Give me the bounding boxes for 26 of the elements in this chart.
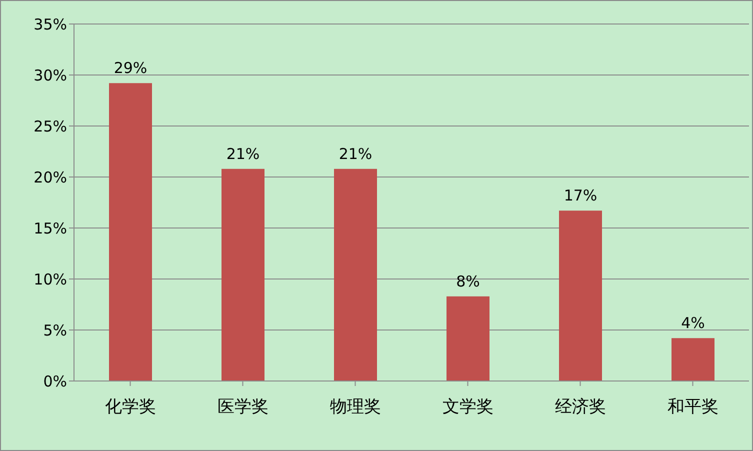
y-tick-label: 25% [34,117,67,136]
y-tick-label: 30% [34,66,67,84]
y-tick-label: 20% [34,168,67,186]
data-label: 8% [456,272,480,290]
data-label: 17% [564,186,598,205]
bar [109,83,152,381]
y-tick-label: 10% [34,270,67,288]
bar [559,210,602,381]
y-tick-label: 5% [43,321,67,340]
data-label: 4% [681,314,705,332]
y-tick-label: 15% [34,219,67,238]
x-tick-label: 经济奖 [554,397,606,418]
x-tick-label: 医学奖 [217,397,268,418]
x-tick-label: 化学奖 [104,397,156,418]
x-tick-label: 物理奖 [330,397,381,418]
data-label: 29% [114,59,148,78]
bar [222,168,264,381]
x-tick-label: 文学奖 [442,397,494,418]
bar [672,338,714,381]
y-tick-label: 35% [34,15,67,34]
bar [446,296,490,381]
y-tick-label: 0% [43,372,67,390]
data-label: 21% [338,144,372,163]
data-label: 21% [226,144,260,163]
x-tick-label: 和平奖 [667,397,718,418]
bar [334,168,377,381]
